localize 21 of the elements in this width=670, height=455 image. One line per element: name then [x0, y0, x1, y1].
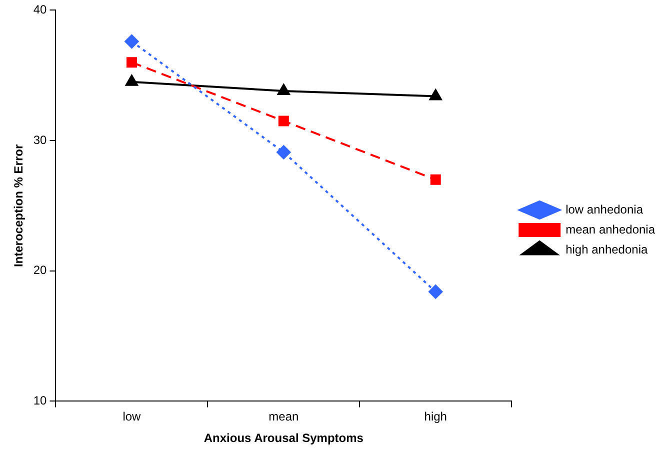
point	[276, 145, 291, 160]
x-axis-title: Anxious Arousal Symptoms	[204, 431, 364, 446]
point	[430, 174, 441, 185]
legend-label: mean anhedonia	[566, 222, 656, 236]
legend-label: low anhedonia	[566, 202, 644, 216]
point	[124, 34, 139, 48]
y-tick-label: 40	[33, 2, 48, 17]
point	[277, 84, 290, 96]
legend-label: high anhedonia	[566, 242, 648, 256]
point	[126, 57, 137, 68]
point	[428, 284, 443, 299]
x-tick-label: low	[122, 410, 142, 424]
point	[429, 89, 442, 100]
point	[126, 74, 138, 86]
point	[278, 116, 289, 126]
y-tick-label: 10	[33, 394, 48, 408]
y-tick-label: 20	[33, 263, 48, 278]
x-tick-label: mean	[268, 410, 299, 424]
y-tick-label: 30	[33, 132, 48, 147]
y-axis-title: Interoception % Error	[12, 144, 26, 268]
x-tick-label: high	[424, 410, 447, 424]
